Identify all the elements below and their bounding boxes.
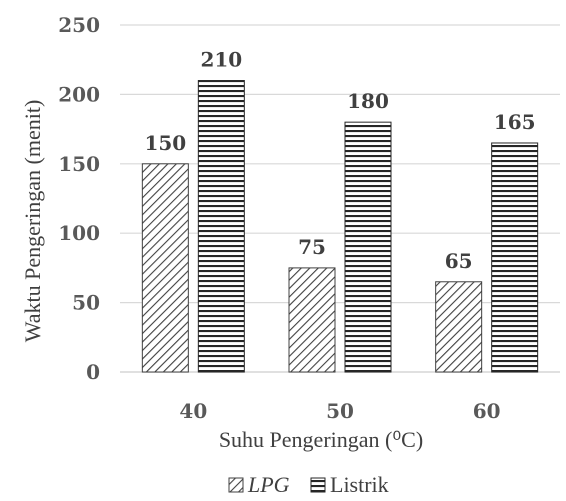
y-tick-label: 250 bbox=[58, 13, 100, 37]
legend-swatch-listrik bbox=[310, 477, 326, 493]
data-label-listrik-60: 165 bbox=[494, 110, 536, 134]
y-axis-title: Waktu Pengeringan (menit) bbox=[20, 100, 45, 343]
x-tick-label: 50 bbox=[326, 399, 354, 423]
x-axis-ticks: 40 50 60 bbox=[179, 399, 500, 423]
bar-listrik-60 bbox=[491, 142, 539, 373]
y-tick-label: 100 bbox=[58, 221, 100, 245]
data-label-listrik-40: 210 bbox=[200, 48, 242, 72]
data-label-lpg-40: 150 bbox=[144, 131, 186, 155]
x-tick-label: 40 bbox=[179, 399, 207, 423]
bar-lpg-60 bbox=[435, 281, 483, 373]
x-axis-title: Suhu Pengeringan (⁰C) bbox=[219, 427, 423, 452]
legend-swatch-lpg bbox=[228, 477, 244, 493]
bar-listrik-40 bbox=[197, 80, 245, 373]
y-tick-label: 150 bbox=[58, 152, 100, 176]
legend: LPG Listrik bbox=[228, 472, 389, 497]
bars bbox=[141, 80, 539, 373]
legend-label-lpg: LPG bbox=[247, 472, 290, 497]
x-tick-label: 60 bbox=[473, 399, 501, 423]
legend-label-listrik: Listrik bbox=[330, 472, 389, 497]
y-tick-label: 0 bbox=[86, 360, 100, 384]
bar-lpg-40 bbox=[141, 163, 189, 373]
y-tick-label: 50 bbox=[72, 291, 100, 315]
data-labels: 150 210 75 180 65 165 bbox=[144, 48, 535, 273]
gridlines bbox=[120, 24, 560, 373]
bar-lpg-50 bbox=[288, 267, 336, 373]
data-label-listrik-50: 180 bbox=[347, 89, 389, 113]
data-label-lpg-60: 65 bbox=[445, 249, 473, 273]
bar-listrik-50 bbox=[344, 121, 392, 373]
data-label-lpg-50: 75 bbox=[298, 235, 326, 259]
y-tick-label: 200 bbox=[58, 82, 100, 106]
y-axis-ticks: 0 50 100 150 200 250 bbox=[58, 13, 100, 384]
